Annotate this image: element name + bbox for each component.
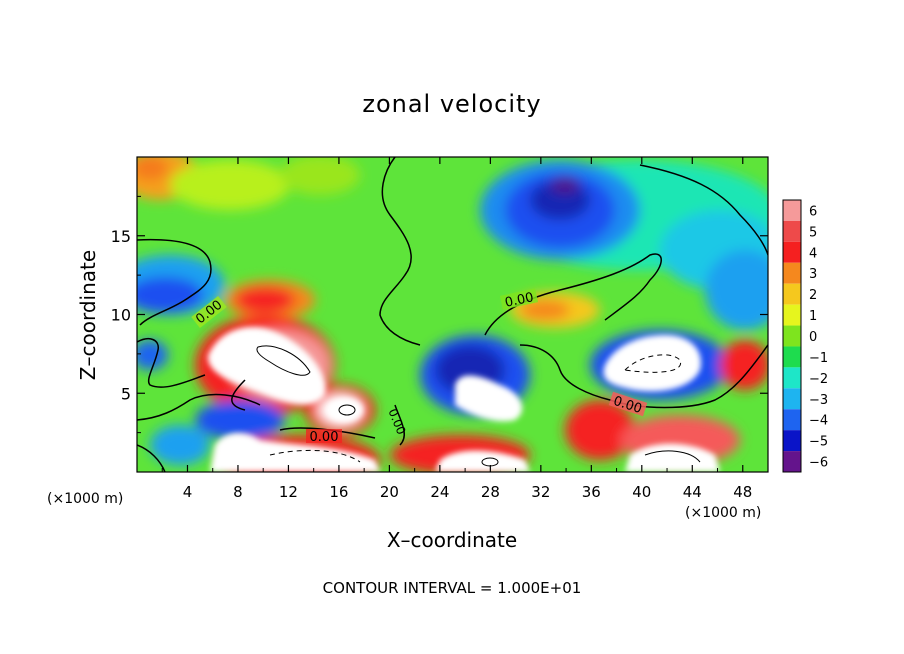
x-tick-label: 32 (531, 483, 550, 501)
colorbar-swatch (783, 451, 801, 472)
y-tick-label: 5 (121, 384, 131, 403)
x-tick-label: 48 (733, 483, 752, 501)
colorbar-label: 0 (809, 330, 817, 345)
colorbar-swatch (783, 283, 801, 305)
x-tick-label: 40 (632, 483, 651, 501)
colorbar-swatch (783, 325, 801, 347)
colorbar-label: −3 (809, 393, 828, 408)
x-tick-label: 4 (183, 483, 193, 501)
contour-interval-note: CONTOUR INTERVAL = 1.000E+01 (323, 579, 582, 597)
colorbar-label: −5 (809, 435, 828, 450)
colorbar-label: 6 (809, 204, 817, 219)
colorbar-label: 2 (809, 288, 817, 303)
y-axis-label: Z–coordinate (76, 250, 100, 380)
colorbar-label: 4 (809, 246, 817, 261)
colorbar-swatch (783, 367, 801, 389)
y-tick-label: 15 (111, 227, 131, 246)
colorbar-swatch (783, 241, 801, 263)
colorbar-label: −6 (809, 456, 828, 471)
colorbar: 6 5 4 3 2 1 0 −1 −2 −3 −4 −5 −6 (782, 199, 828, 473)
colorbar-swatch (783, 346, 801, 368)
x-tick-label: 16 (329, 483, 348, 501)
x-axis: 4 8 12 16 20 24 28 32 36 40 44 48 (161, 157, 752, 501)
colorbar-label: 1 (809, 309, 817, 324)
y-tick-label: 10 (111, 306, 131, 325)
colorbar-label: 3 (809, 267, 817, 282)
contour-label: 0.00 (504, 290, 535, 311)
y-axis: 5 10 15 (111, 195, 768, 434)
colorbar-label: −4 (809, 414, 828, 429)
x-unit-right: (×1000 m) (685, 505, 761, 521)
x-tick-label: 20 (380, 483, 399, 501)
contour-label: 0.00 (310, 430, 339, 445)
heatmap-field (137, 157, 768, 472)
x-tick-label: 36 (582, 483, 601, 501)
colorbar-swatch (783, 304, 801, 326)
x-tick-label: 44 (683, 483, 702, 501)
colorbar-label: −2 (809, 372, 828, 387)
x-unit-left: (×1000 m) (47, 491, 123, 507)
colorbar-swatch (783, 262, 801, 284)
x-tick-label: 28 (481, 483, 500, 501)
colorbar-label: 5 (809, 225, 817, 240)
colorbar-swatch (783, 200, 801, 221)
colorbar-swatch (783, 220, 801, 242)
colorbar-label: −1 (809, 351, 828, 366)
negative-contours (269, 354, 682, 463)
x-axis-label: X–coordinate (387, 528, 517, 552)
x-tick-label: 12 (279, 483, 298, 501)
x-tick-label: 8 (233, 483, 243, 501)
colorbar-swatch (783, 388, 801, 410)
colorbar-swatch (783, 409, 801, 431)
colorbar-frame (782, 199, 802, 473)
x-tick-label: 24 (430, 483, 449, 501)
chart-title: zonal velocity (362, 90, 541, 118)
colorbar-swatch (783, 430, 801, 452)
